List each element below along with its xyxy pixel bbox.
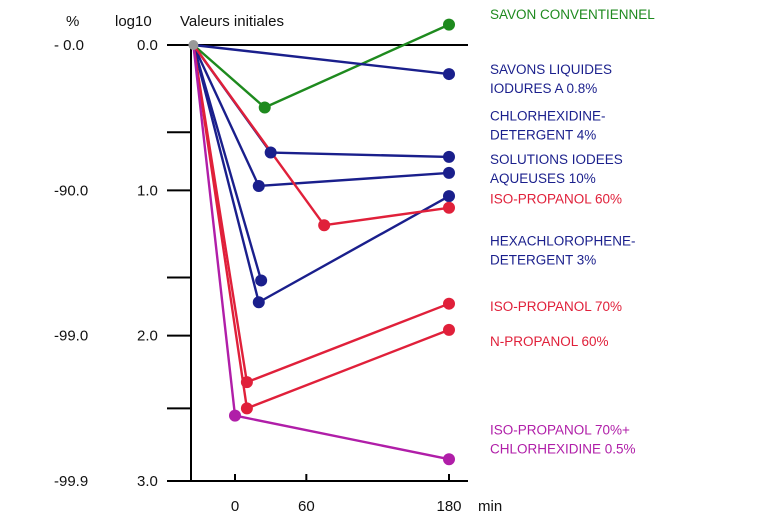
- x-axis-label: min: [478, 498, 502, 515]
- pct-unit-label: %: [66, 13, 79, 30]
- data-point: [229, 409, 241, 422]
- log-unit-label: log10: [115, 13, 152, 30]
- pct-tick-label: -99.9: [54, 473, 88, 490]
- log-tick-label: 0.0: [137, 37, 158, 54]
- data-point: [443, 18, 455, 31]
- series-label: ISO-PROPANOL 70%+: [490, 422, 630, 437]
- data-point: [264, 146, 277, 159]
- series-label: DETERGENT 4%: [490, 128, 596, 143]
- series-label: CHLORHEXIDINE 0.5%: [490, 441, 636, 456]
- series-line: [192, 44, 450, 159]
- data-point: [252, 296, 265, 309]
- series-label: N-PROPANOL 60%: [490, 334, 609, 349]
- data-point: [443, 166, 455, 179]
- data-point: [255, 274, 268, 287]
- series-label: ISO-PROPANOL 70%: [490, 299, 622, 314]
- data-point: [240, 402, 253, 415]
- data-point: [443, 190, 455, 203]
- data-point: [252, 179, 265, 192]
- x-tick-label: 0: [231, 498, 239, 515]
- data-point: [443, 150, 455, 163]
- series-label: AQUEUSES 10%: [490, 171, 596, 186]
- data-point: [443, 297, 455, 310]
- start-point: [188, 40, 199, 50]
- x-tick-label: 60: [298, 498, 315, 515]
- series-label: SAVONS LIQUIDES: [490, 62, 612, 77]
- series-label: DETERGENT 3%: [490, 253, 596, 268]
- x-tick-label: 180: [436, 498, 461, 515]
- series-line: [193, 43, 450, 76]
- pct-tick-label: -90.0: [54, 182, 88, 199]
- series-label: CHLORHEXIDINE-: [490, 109, 606, 124]
- series-line: [192, 44, 450, 461]
- data-point: [443, 453, 455, 466]
- data-point: [443, 201, 455, 214]
- log-tick-label: 3.0: [137, 473, 158, 490]
- baseline-label: Valeurs initiales: [180, 13, 284, 30]
- data-point: [443, 68, 455, 81]
- log-tick-label: 2.0: [137, 328, 158, 345]
- log-tick-label: 1.0: [137, 182, 158, 199]
- labels-layer: % log10 Valeurs initiales min SAVON CONV…: [66, 7, 655, 515]
- series-label: IODURES A 0.8%: [490, 81, 597, 96]
- pct-tick-label: -99.0: [54, 328, 88, 345]
- series-label: SAVON CONVENTIENNEL: [490, 7, 655, 22]
- series-line: [192, 23, 450, 109]
- series-line: [192, 44, 450, 304]
- data-point: [443, 323, 455, 336]
- ticks: 0.0 1.0 2.0 3.0 - 0.0 -90.0 -99.0 -99.9 0 60 180: [54, 37, 462, 515]
- data-point: [318, 219, 331, 232]
- series-label: HEXACHLOROPHENE-: [490, 234, 636, 249]
- series-line: [192, 44, 450, 188]
- series-label: SOLUTIONS IODEES: [490, 152, 623, 167]
- series-label: ISO-PROPANOL 60%: [490, 191, 622, 206]
- data-point: [240, 376, 253, 389]
- series-line: [192, 44, 263, 281]
- pct-tick-label: - 0.0: [54, 37, 84, 54]
- data-point: [258, 101, 271, 114]
- series-layer: [188, 18, 455, 466]
